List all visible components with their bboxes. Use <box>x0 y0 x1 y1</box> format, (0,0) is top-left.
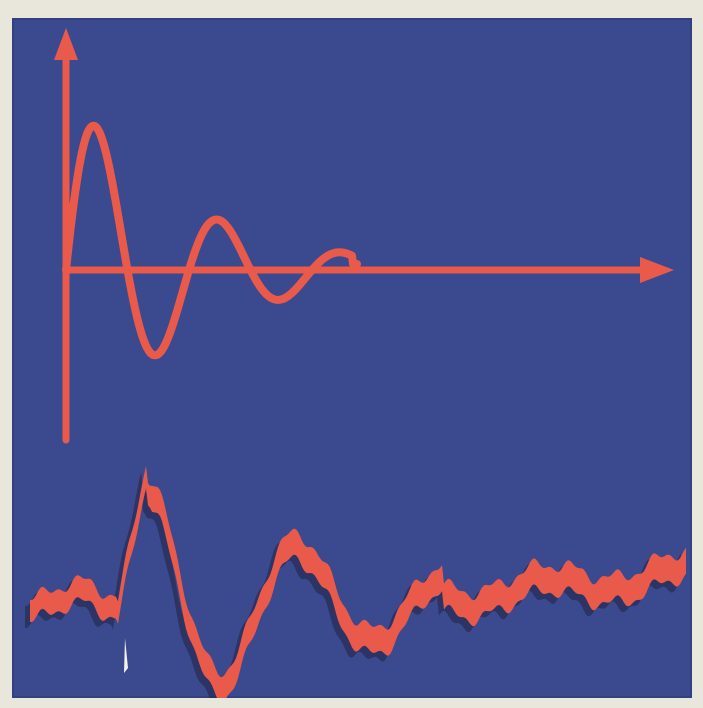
y-axis-arrow-icon <box>54 28 78 60</box>
upper-axes <box>54 28 674 444</box>
diagram-panel <box>12 18 692 698</box>
damped-oscillation-curve <box>62 121 361 360</box>
diagram-svg <box>25 28 686 698</box>
x-axis-arrow-icon <box>640 257 674 283</box>
noise-band-shadow <box>25 472 681 698</box>
noisy-signal-band <box>30 466 686 698</box>
signal-glitch-mark <box>124 638 128 673</box>
